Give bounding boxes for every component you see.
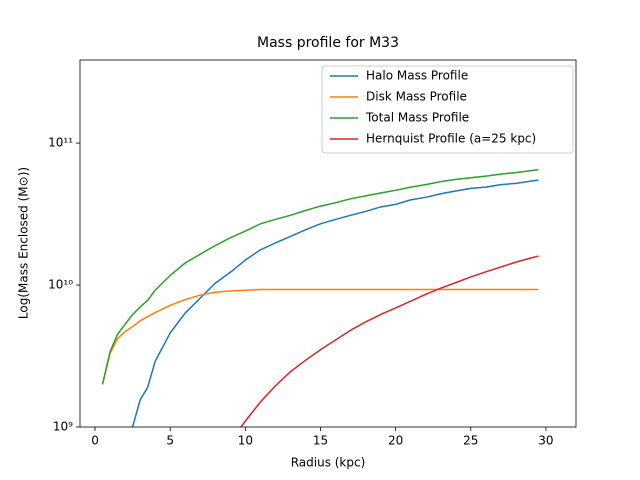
legend-label: Disk Mass Profile <box>366 90 467 104</box>
x-tick-label: 0 <box>91 434 99 448</box>
series-line <box>131 179 539 427</box>
legend-label: Hernquist Profile (a=25 kpc) <box>366 132 536 146</box>
plot-lines <box>101 168 539 427</box>
x-axis-label: Radius (kpc) <box>291 456 366 470</box>
x-tick-label: 30 <box>538 434 553 448</box>
series-line <box>101 168 539 385</box>
axes-frame <box>79 59 577 428</box>
legend-label: Halo Mass Profile <box>366 69 468 83</box>
y-tick-label: 10¹¹ <box>48 136 73 150</box>
x-tick-label: 10 <box>238 434 253 448</box>
series-line <box>101 288 539 385</box>
legend-label: Total Mass Profile <box>365 111 469 125</box>
y-tick-label: 10⁹ <box>53 420 73 434</box>
x-tick-label: 20 <box>388 434 403 448</box>
legend <box>321 65 574 154</box>
chart-title: Mass profile for M33 <box>257 35 399 51</box>
x-tick-label: 5 <box>166 434 174 448</box>
x-tick-label: 25 <box>463 434 478 448</box>
y-axis-label: Log(Mass Enclosed (M⊙)) <box>17 167 31 319</box>
series-line <box>239 255 539 427</box>
x-tick-label: 15 <box>313 434 328 448</box>
y-tick-label: 10¹⁰ <box>48 278 73 292</box>
